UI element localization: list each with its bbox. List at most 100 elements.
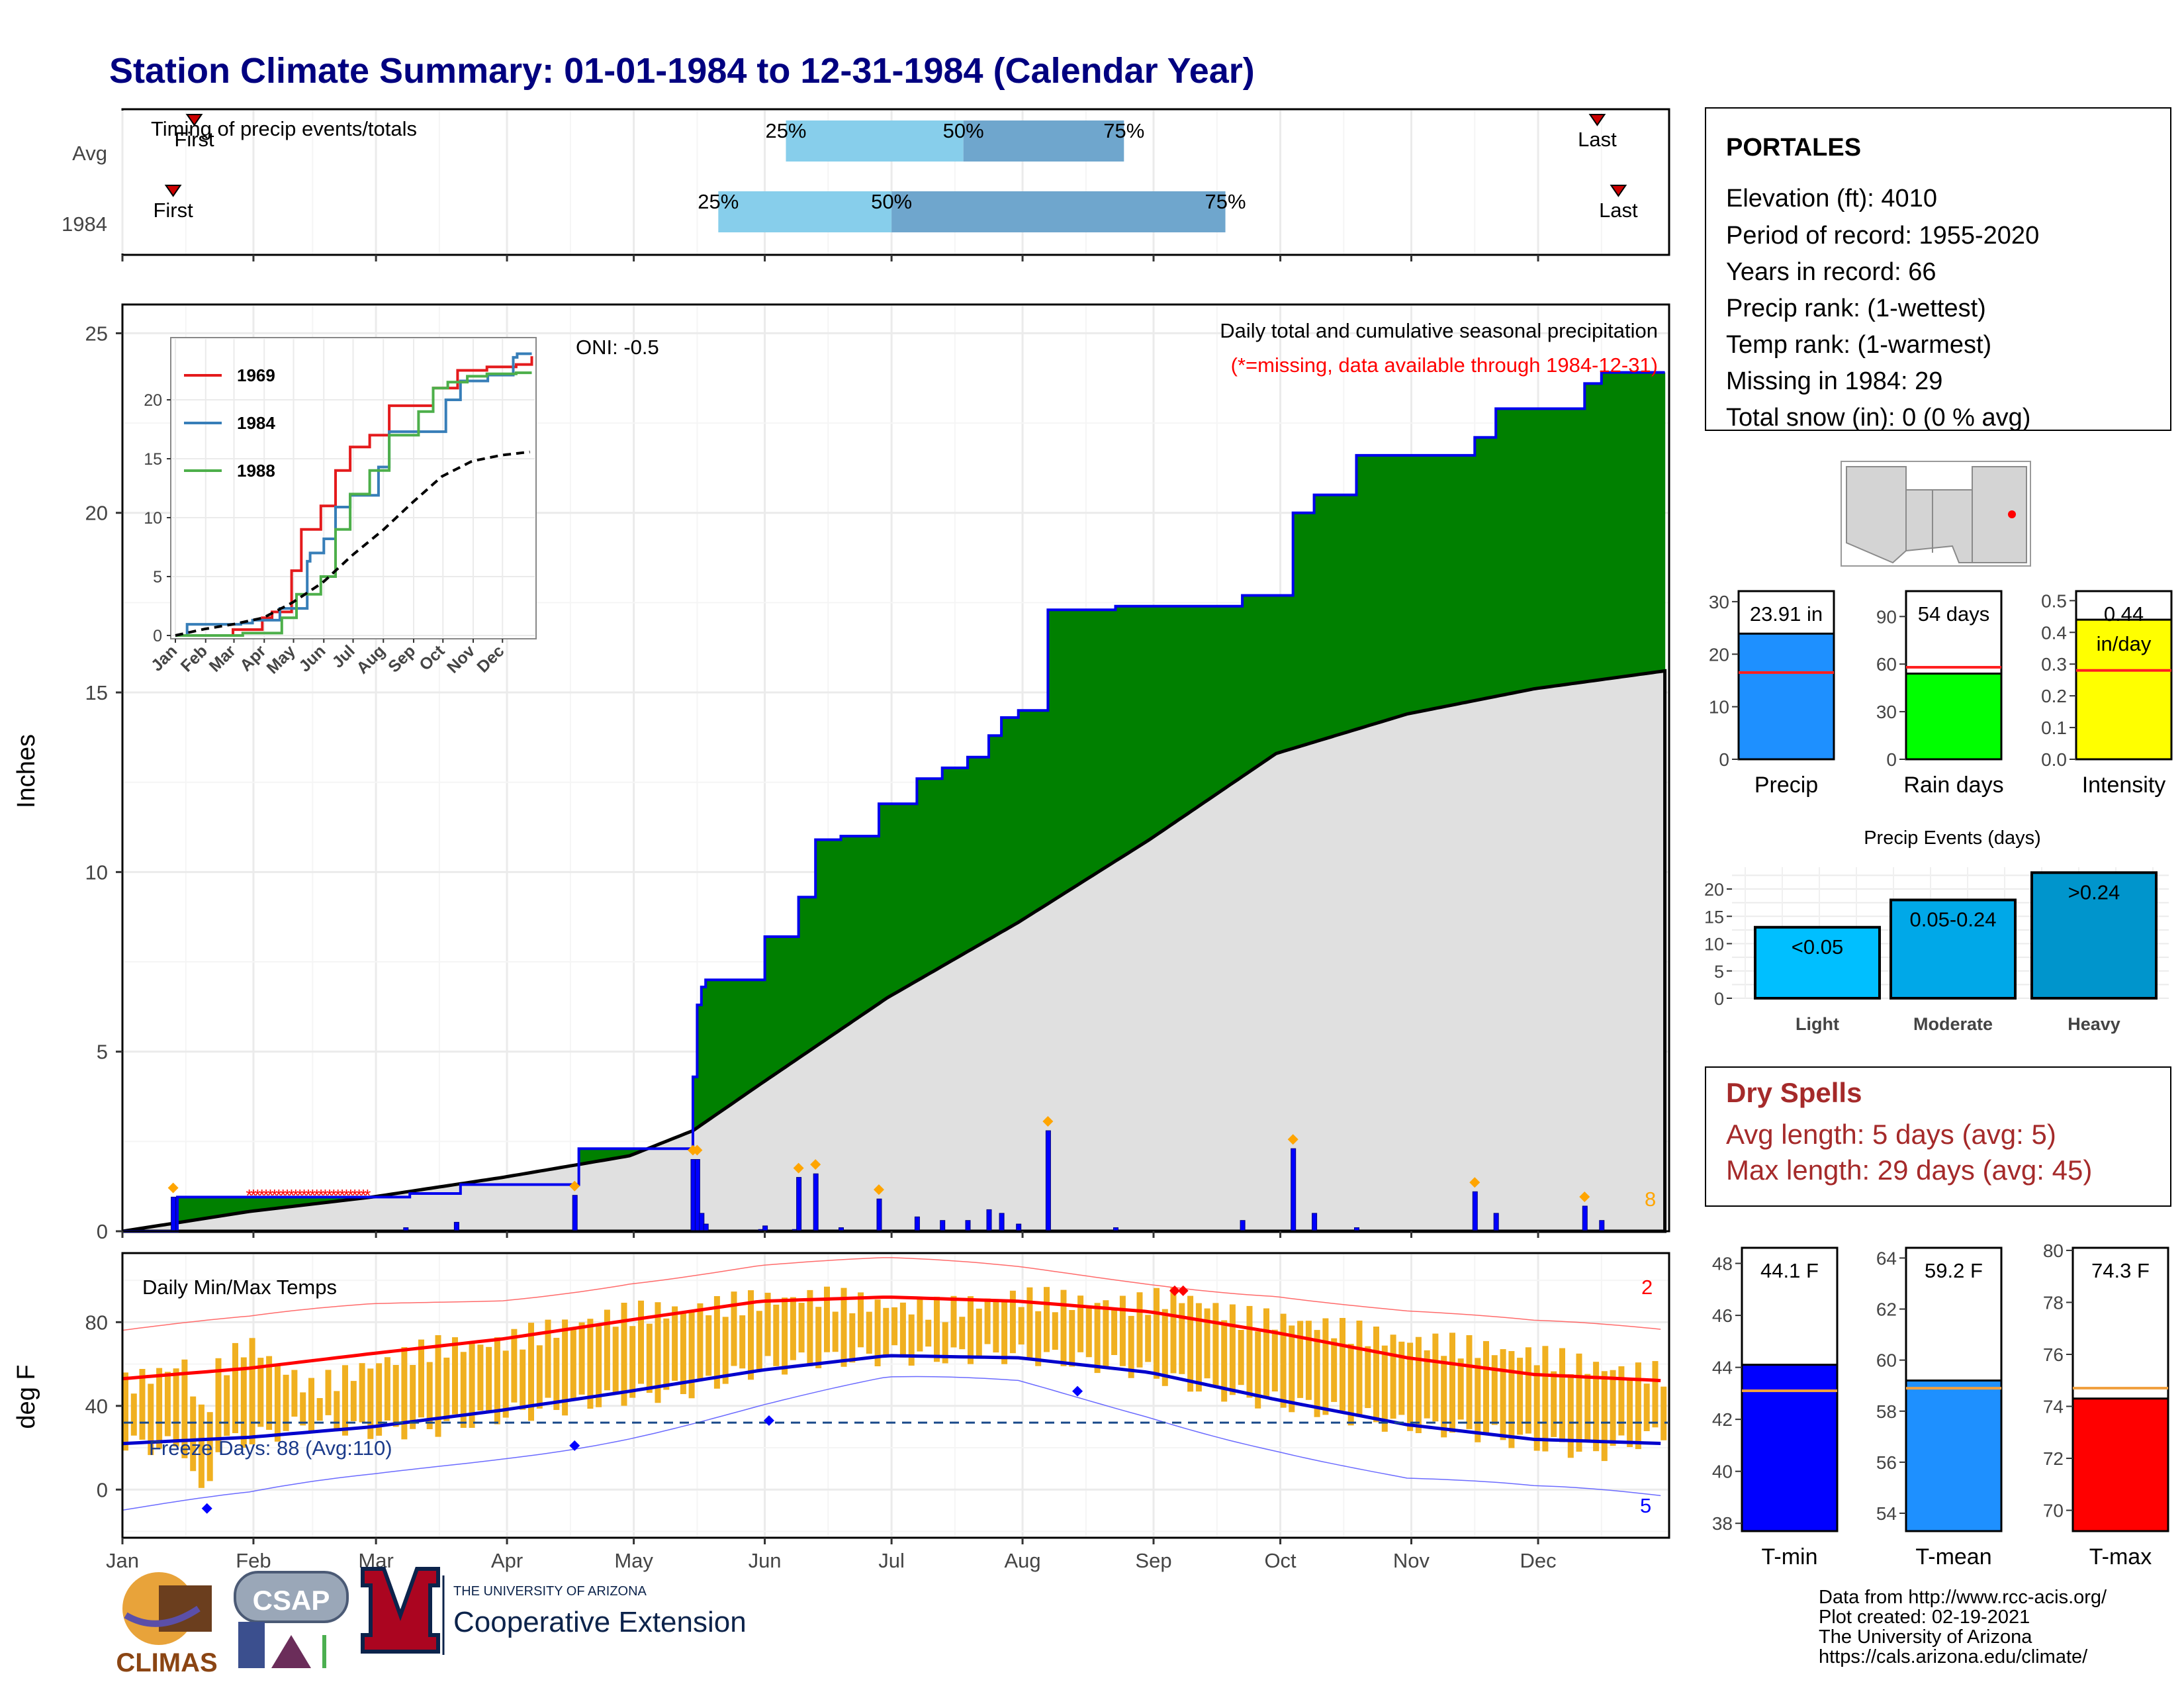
surplus-bar [841, 836, 846, 1029]
daily-temp-range-bar [215, 1358, 222, 1452]
daily-precip-bar [1016, 1223, 1022, 1232]
summary-ytick-label: 30 [1709, 592, 1729, 612]
events-category-label-2: Heavy [2068, 1014, 2120, 1034]
surplus-bar [1525, 408, 1530, 691]
dry-spells-title: Dry Spells [1726, 1077, 1862, 1108]
daily-precip-bar [1599, 1220, 1605, 1232]
events-ytick-label: 15 [1704, 907, 1724, 927]
station-info-box: PORTALES Elevation (ft): 4010 Period of … [1705, 107, 2171, 432]
surplus-bar [1161, 606, 1167, 831]
daily-temp-range-bar [1263, 1308, 1269, 1397]
missing-day-marker: * [250, 1186, 257, 1205]
temp-value-label-1: 59.2 F [1925, 1259, 1983, 1282]
heavy-event-marker [1042, 1116, 1054, 1127]
surplus-bar [1572, 408, 1577, 684]
timing-p50-label-0: 50% [943, 119, 984, 142]
station-period: Period of record: 1955-2020 [1726, 222, 2039, 250]
timing-p25-label-1: 25% [698, 190, 739, 213]
precip-corner-count: 8 [1645, 1188, 1656, 1211]
daily-temp-range-bar [1187, 1295, 1194, 1392]
summary-ytick-label: 90 [1876, 606, 1897, 627]
surplus-bar [1085, 610, 1091, 880]
surplus-bar [1250, 595, 1255, 771]
surplus-bar [722, 980, 727, 1111]
surplus-bar [743, 980, 749, 1096]
station-name: PORTALES [1726, 134, 1861, 162]
temp-ylabel: deg F [13, 1364, 40, 1429]
inset-average-line [175, 450, 530, 637]
daily-precip-bar [940, 1220, 946, 1232]
footer-data-source: Data from http://www.rcc-acis.org/ [1819, 1587, 2107, 1608]
daily-temp-range-bar [1475, 1358, 1481, 1442]
missing-day-marker: * [267, 1186, 273, 1205]
surplus-bar [1111, 610, 1116, 864]
surplus-bar [815, 839, 821, 1047]
surplus-bar [1140, 606, 1146, 845]
surplus-bar [1238, 606, 1243, 780]
month-label: Jun [749, 1549, 782, 1572]
surplus-bar [959, 768, 964, 957]
first-event-marker-0 [185, 114, 203, 126]
daily-temp-range-bar [452, 1337, 458, 1415]
daily-temp-range-bar [545, 1319, 551, 1398]
heavy-event-marker [167, 1182, 179, 1194]
daily-temp-range-bar [1026, 1287, 1033, 1359]
surplus-bar [1546, 408, 1551, 687]
surplus-bar [228, 1197, 233, 1215]
daily-temp-range-bar [1145, 1315, 1152, 1362]
surplus-bar [279, 1197, 284, 1208]
daily-temp-range-bar [587, 1319, 594, 1409]
daily-temp-range-bar [1052, 1312, 1058, 1350]
surplus-bar [1289, 595, 1294, 750]
missing-day-marker: * [314, 1186, 320, 1205]
surplus-bar [198, 1197, 203, 1219]
daily-temp-range-bar [959, 1317, 966, 1350]
daily-temp-range-bar [1347, 1344, 1354, 1426]
daily-temp-range-bar [1289, 1325, 1295, 1413]
surplus-bar [283, 1197, 288, 1208]
surplus-bar [1373, 455, 1378, 724]
surplus-bar [1343, 494, 1349, 733]
precip-events-chart: Precip Events (days) <0.05 Light 0.05-0.24… [1704, 827, 2169, 1034]
timing-bar-q1-1 [718, 191, 892, 232]
daily-precip-bar [453, 1221, 459, 1232]
surplus-bar [1593, 383, 1598, 681]
surplus-bar [1280, 595, 1285, 753]
oni-label: ONI: -0.5 [576, 336, 659, 359]
daily-temp-range-bar [392, 1365, 399, 1427]
inset-legend-label: 1988 [237, 461, 275, 481]
missing-day-marker: * [301, 1186, 308, 1205]
daily-temp-range-bar [1094, 1303, 1101, 1374]
daily-temp-range-bar [1179, 1303, 1185, 1374]
surplus-bar [608, 1149, 614, 1160]
daily-temp-range-bar [224, 1375, 230, 1436]
daily-temp-range-bar [1424, 1350, 1430, 1419]
surplus-bar [760, 980, 766, 1084]
surplus-bar [185, 1197, 191, 1221]
daily-temp-range-bar [1415, 1336, 1422, 1433]
dry-spells-avg: Avg length: 5 days (avg: 5) [1726, 1119, 2056, 1150]
daily-temp-range-bar [764, 1292, 771, 1356]
surplus-bar [190, 1197, 195, 1221]
daily-temp-range-bar [1340, 1318, 1345, 1411]
surplus-bar [1420, 455, 1425, 712]
summary-ytick-label: 60 [1876, 654, 1897, 675]
missing-day-marker: * [259, 1186, 265, 1205]
surplus-bar [913, 804, 917, 984]
surplus-bar [1445, 455, 1450, 707]
daily-temp-range-bar [1305, 1321, 1312, 1400]
normal-tmax-line [122, 1295, 1661, 1383]
surplus-bar [874, 836, 880, 1007]
daily-temp-range-bar [1432, 1333, 1439, 1422]
surplus-bar [1310, 512, 1315, 743]
daily-temp-range-bar [181, 1359, 188, 1458]
daily-temp-range-bar [1398, 1341, 1405, 1415]
station-years: Years in record: 66 [1726, 258, 1936, 286]
daily-temp-range-bar [130, 1393, 137, 1436]
surplus-bar [731, 980, 736, 1105]
daily-temp-range-bar [1314, 1330, 1320, 1417]
month-label: Apr [491, 1549, 523, 1572]
daily-temp-range-bar [325, 1370, 332, 1415]
surplus-bar [1631, 372, 1636, 676]
surplus-bar [777, 937, 782, 1073]
